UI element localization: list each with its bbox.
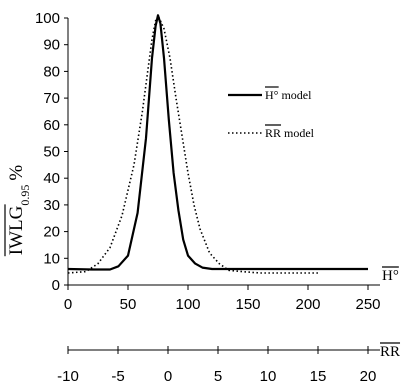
x-axis-rr-tick-label: 0 <box>164 368 172 385</box>
x-axis-rr-tick-label: 15 <box>310 368 327 385</box>
legend: H° model RR model <box>228 86 315 140</box>
x-axis-h-tick-label: 200 <box>295 296 320 313</box>
y-tick-label: 30 <box>43 197 60 214</box>
x-axis-rr-tick-label: -10 <box>57 368 79 385</box>
y-tick-label: 20 <box>43 224 60 241</box>
y-tick-label: 60 <box>43 117 60 134</box>
x-axis-h-tick-label: 0 <box>64 296 72 313</box>
y-tick-label: 40 <box>43 170 60 187</box>
x-axis-h-tick-label: 150 <box>235 296 260 313</box>
y-tick-label: 100 <box>35 10 60 27</box>
y-axis-label-main: IWLG <box>6 205 27 255</box>
series-layer <box>67 14 368 274</box>
x-axis-h-tick-label: 250 <box>355 296 380 313</box>
series-line-h-model <box>67 14 368 271</box>
series-line-rr-model <box>67 17 320 274</box>
x-axis-rr-tick-label: 5 <box>214 368 222 385</box>
x-axis-rr-name: RR <box>380 344 400 360</box>
x-axis-h-tick-label: 50 <box>120 296 137 313</box>
y-tick-label: 10 <box>43 250 60 267</box>
y-tick-label: 80 <box>43 63 60 80</box>
x-axis-h-tick-label: 100 <box>175 296 200 313</box>
y-tick-label: 50 <box>43 144 60 161</box>
y-axis-label-unit: % <box>6 165 27 181</box>
svg-text:IWLG0.95%: IWLG0.95% <box>6 165 32 256</box>
legend-label-h-model: H° model <box>265 88 312 102</box>
y-tick-label: 0 <box>52 277 60 294</box>
x-axis-rr-tick-label: -5 <box>111 368 124 385</box>
y-tick-label: 90 <box>43 37 60 54</box>
x-axis-rr-tick-label: 10 <box>260 368 277 385</box>
y-axis-label-subscript: 0.95 <box>18 185 32 206</box>
x-axis-rr-tick-label: 20 <box>360 368 377 385</box>
y-axis-label: IWLG0.95% <box>4 165 32 257</box>
x-axis-h-name: H° <box>382 268 399 284</box>
legend-label-rr-model: RR model <box>265 126 315 140</box>
y-tick-label: 70 <box>43 90 60 107</box>
